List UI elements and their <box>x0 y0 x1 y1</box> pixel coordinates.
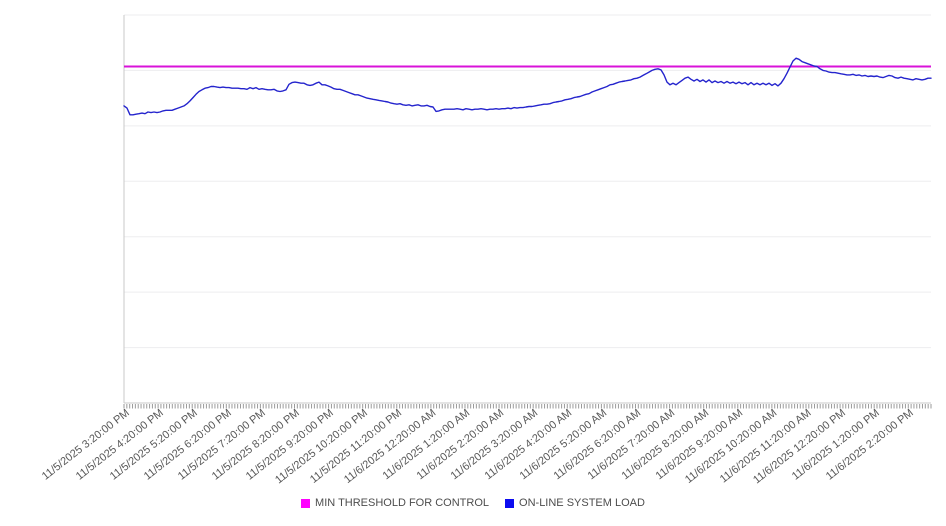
series-online-system-load-line <box>123 57 932 116</box>
legend-label-min-threshold: MIN THRESHOLD FOR CONTROL <box>315 497 490 509</box>
legend-swatch-min-threshold <box>301 498 311 508</box>
legend-item-min-threshold[interactable]: MIN THRESHOLD FOR CONTROL <box>301 497 489 509</box>
legend-swatch-online-system-load <box>505 498 515 508</box>
chart-legend: MIN THRESHOLD FOR CONTROL ON-LINE SYSTEM… <box>0 497 946 509</box>
legend-item-online-system-load[interactable]: ON-LINE SYSTEM LOAD <box>505 497 645 509</box>
legend-label-online-system-load: ON-LINE SYSTEM LOAD <box>519 497 645 509</box>
